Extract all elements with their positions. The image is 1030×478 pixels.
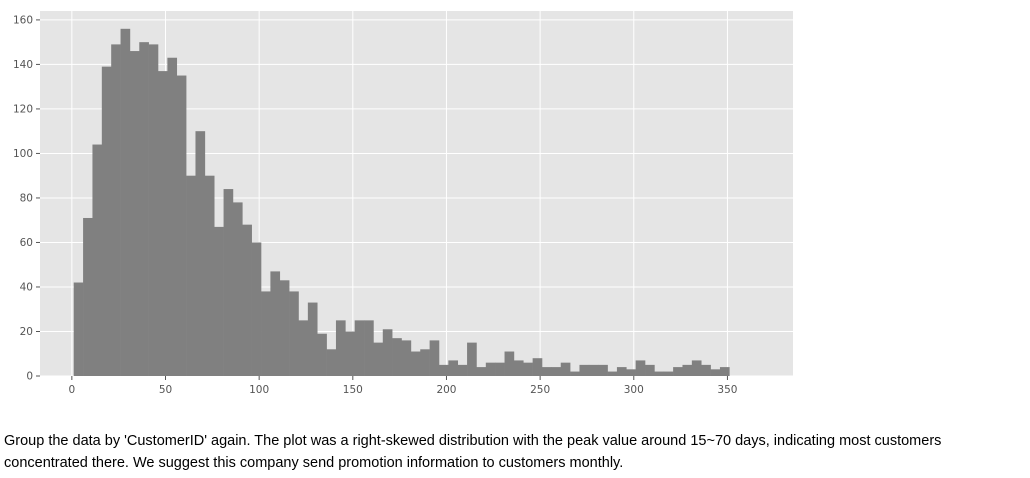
y-tick-label: 80: [20, 192, 33, 204]
histogram-bar: [448, 360, 459, 376]
histogram-bar: [345, 331, 355, 376]
histogram-bar: [373, 342, 384, 376]
x-tick-label: 200: [436, 384, 456, 396]
histogram-bar: [645, 364, 655, 376]
histogram-bar: [120, 28, 131, 377]
y-tick-label: 60: [20, 237, 33, 249]
histogram-bar: [167, 57, 178, 377]
histogram-bar: [129, 51, 140, 376]
histogram-bar: [354, 320, 365, 376]
histogram-bar: [719, 367, 730, 376]
histogram-bar: [148, 44, 159, 376]
histogram-bar: [710, 369, 721, 376]
x-tick-label: 300: [624, 384, 644, 396]
x-tick-label: 250: [530, 384, 550, 396]
y-tick-label: 20: [20, 326, 33, 338]
histogram-bar: [682, 364, 693, 376]
histogram-bar: [251, 242, 262, 376]
histogram-bar: [111, 44, 121, 376]
histogram-bar: [654, 371, 665, 376]
y-tick-label: 120: [13, 103, 33, 115]
x-tick-label: 350: [717, 384, 737, 396]
histogram-bar: [392, 338, 402, 376]
y-tick-label: 100: [13, 148, 33, 160]
histogram-bar: [410, 351, 421, 376]
histogram-bar: [532, 358, 543, 376]
x-tick-label: 100: [249, 384, 269, 396]
histogram-bar: [186, 175, 196, 376]
histogram-bar: [83, 217, 93, 376]
histogram-bar: [101, 66, 112, 376]
histogram-bar: [513, 360, 524, 376]
histogram-bar: [467, 342, 477, 376]
histogram-bar: [270, 271, 281, 376]
histogram-bar: [204, 175, 215, 376]
x-axis-ticks: 0 50 100 150 200 250 300 350: [68, 376, 737, 396]
analysis-caption: Group the data by 'CustomerID' again. Th…: [4, 430, 1028, 474]
histogram-bar: [579, 364, 590, 376]
histogram-bar: [335, 320, 346, 376]
x-tick-label: 0: [68, 384, 75, 396]
histogram-bar: [635, 360, 646, 376]
histogram-bar: [673, 367, 683, 376]
histogram-bar: [607, 371, 618, 376]
histogram-bar: [92, 144, 103, 376]
histogram-chart: 0 50 100 150 200 250 300 350 0 20 40 60 80 100 120 140…: [13, 11, 793, 396]
histogram-bar: [588, 364, 599, 376]
histogram-bar: [570, 371, 580, 376]
histogram-bar: [523, 362, 533, 376]
histogram-bar: [223, 189, 234, 376]
histogram-bar: [485, 362, 496, 376]
histogram-bar: [317, 333, 327, 376]
histogram-bar: [457, 364, 468, 376]
y-axis-ticks: 0 20 40 60 80 100 120 140 160: [13, 14, 40, 383]
histogram-bar: [560, 362, 571, 376]
histogram-bar: [279, 280, 290, 376]
histogram-bar: [476, 367, 487, 376]
histogram-bar: [73, 282, 84, 376]
histogram-bar: [691, 360, 702, 376]
histogram-bar: [551, 367, 562, 376]
histogram-bar: [176, 75, 187, 376]
histogram-bar: [495, 362, 505, 376]
histogram-bar: [307, 302, 318, 376]
histogram-bar: [261, 291, 271, 376]
histogram-bar: [616, 367, 627, 376]
histogram-bars: [73, 28, 730, 377]
histogram-bar: [663, 371, 674, 376]
histogram-bar: [364, 320, 374, 376]
y-tick-label: 40: [20, 281, 33, 293]
y-tick-label: 160: [13, 14, 33, 26]
caption-line-2: concentrated there. We suggest this comp…: [4, 455, 624, 471]
histogram-bar: [214, 226, 224, 376]
histogram-bar: [429, 340, 440, 376]
y-tick-label: 0: [26, 371, 33, 383]
histogram-bar: [326, 349, 337, 376]
x-tick-label: 150: [343, 384, 363, 396]
histogram-bar: [289, 291, 299, 376]
histogram-bar: [139, 42, 149, 376]
histogram-bar: [598, 364, 608, 376]
histogram-bar: [298, 320, 309, 376]
histogram-bar: [382, 329, 393, 376]
histogram-bar: [504, 351, 515, 376]
histogram-bar: [420, 349, 430, 376]
histogram-bar: [701, 364, 711, 376]
histogram-bar: [542, 367, 552, 376]
caption-line-1: Group the data by 'CustomerID' again. Th…: [4, 433, 942, 449]
histogram-bar: [438, 364, 449, 376]
histogram-bar: [401, 340, 412, 376]
histogram-bar: [232, 202, 243, 376]
histogram-bar: [158, 71, 168, 376]
x-tick-label: 50: [159, 384, 172, 396]
histogram-bar: [195, 131, 206, 376]
histogram-bar: [242, 224, 252, 376]
histogram-bar: [626, 369, 636, 376]
y-tick-label: 140: [13, 59, 33, 71]
